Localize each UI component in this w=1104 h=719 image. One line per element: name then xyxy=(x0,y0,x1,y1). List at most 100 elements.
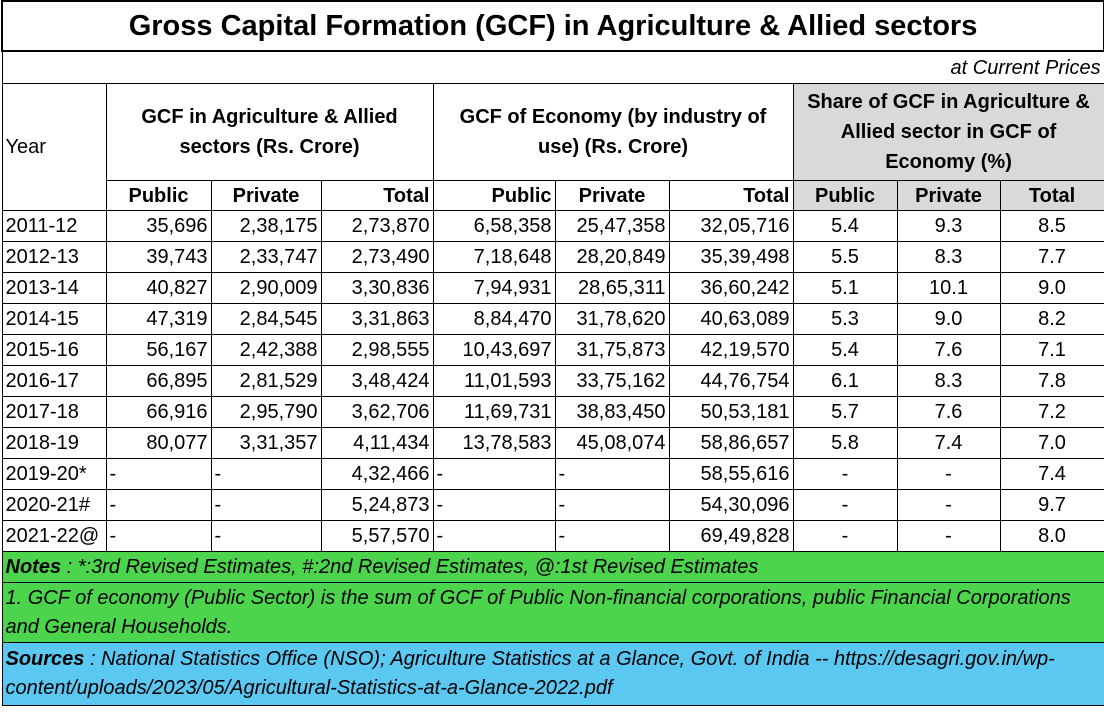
year-cell: 2016-17 xyxy=(1,365,107,397)
economy-total-cell: 50,53,181 xyxy=(668,396,794,428)
share-total-cell: 7.1 xyxy=(999,334,1104,366)
year-cell: 2013-14 xyxy=(1,272,107,304)
notes-label: Notes xyxy=(5,556,62,578)
sources-row: Sources : National Statistics Office (NS… xyxy=(1,642,1104,706)
share-public-cell: - xyxy=(792,520,898,552)
table-row: 2011-12 35,696 2,38,175 2,73,870 6,58,358 25,… xyxy=(1,210,1104,242)
share-private-cell: - xyxy=(896,458,1001,490)
agri-private-cell: - xyxy=(210,520,322,552)
economy-private-cell: 38,83,450 xyxy=(554,396,670,428)
share-total-cell: 7.7 xyxy=(999,241,1104,273)
share-private-cell: - xyxy=(896,489,1001,521)
note-1: 1. GCF of economy (Public Sector) is the… xyxy=(1,582,1104,643)
year-cell: 2019-20* xyxy=(1,458,107,490)
agri-public-cell: - xyxy=(105,520,212,552)
agri-total-cell: 3,62,706 xyxy=(320,396,434,428)
agri-private-cell: - xyxy=(210,489,322,521)
agri-total-header: Total xyxy=(320,180,434,211)
economy-private-cell: - xyxy=(554,520,670,552)
agri-private-cell: 2,38,175 xyxy=(210,210,322,242)
share-public-cell: 5.4 xyxy=(792,210,898,242)
table-row: 2014-15 47,319 2,84,545 3,31,863 8,84,470 31,… xyxy=(1,303,1104,335)
economy-total-cell: 42,19,570 xyxy=(668,334,794,366)
agri-public-cell: 39,743 xyxy=(105,241,212,273)
economy-private-cell: 31,78,620 xyxy=(554,303,670,335)
economy-public-cell: 10,43,697 xyxy=(432,334,556,366)
economy-private-cell: - xyxy=(554,458,670,490)
economy-public-header: Public xyxy=(432,180,556,211)
agri-total-cell: 4,32,466 xyxy=(320,458,434,490)
share-private-cell: 9.0 xyxy=(896,303,1001,335)
share-private-cell: 9.3 xyxy=(896,210,1001,242)
economy-total-cell: 58,86,657 xyxy=(668,427,794,459)
agri-private-header: Private xyxy=(210,180,322,211)
share-total-cell: 9.0 xyxy=(999,272,1104,304)
economy-private-cell: - xyxy=(554,489,670,521)
share-public-cell: 5.5 xyxy=(792,241,898,273)
agri-private-cell: 2,90,009 xyxy=(210,272,322,304)
table-row: 2016-17 66,895 2,81,529 3,48,424 11,01,593 33… xyxy=(1,365,1104,397)
share-private-cell: - xyxy=(896,520,1001,552)
share-public-cell: - xyxy=(792,489,898,521)
share-total-cell: 7.2 xyxy=(999,396,1104,428)
year-cell: 2011-12 xyxy=(1,210,107,242)
share-private-header: Private xyxy=(896,180,1001,211)
economy-private-header: Private xyxy=(554,180,670,211)
year-cell: 2017-18 xyxy=(1,396,107,428)
economy-private-cell: 25,47,358 xyxy=(554,210,670,242)
agri-private-cell: 2,95,790 xyxy=(210,396,322,428)
year-cell: 2014-15 xyxy=(1,303,107,335)
economy-total-cell: 54,30,096 xyxy=(668,489,794,521)
agri-total-cell: 3,30,836 xyxy=(320,272,434,304)
agri-public-cell: 35,696 xyxy=(105,210,212,242)
economy-public-cell: 8,84,470 xyxy=(432,303,556,335)
share-private-cell: 8.3 xyxy=(896,241,1001,273)
agri-public-cell: 80,077 xyxy=(105,427,212,459)
agri-private-cell: 2,42,388 xyxy=(210,334,322,366)
share-total-cell: 7.8 xyxy=(999,365,1104,397)
notes-text: : *:3rd Revised Estimates, #:2nd Revised… xyxy=(61,556,759,578)
economy-public-cell: - xyxy=(432,489,556,521)
economy-public-cell: 7,18,648 xyxy=(432,241,556,273)
economy-total-cell: 40,63,089 xyxy=(668,303,794,335)
share-private-cell: 7.6 xyxy=(896,396,1001,428)
share-public-cell: 5.3 xyxy=(792,303,898,335)
share-private-cell: 8.3 xyxy=(896,365,1001,397)
economy-private-cell: 45,08,074 xyxy=(554,427,670,459)
share-public-cell: 5.4 xyxy=(792,334,898,366)
share-public-header: Public xyxy=(792,180,898,211)
economy-public-cell: - xyxy=(432,458,556,490)
share-private-cell: 7.4 xyxy=(896,427,1001,459)
economy-public-cell: 6,58,358 xyxy=(432,210,556,242)
agri-public-cell: 56,167 xyxy=(105,334,212,366)
table-row: 2018-19 80,077 3,31,357 4,11,434 13,78,583 45… xyxy=(1,427,1104,459)
agri-total-cell: 2,73,490 xyxy=(320,241,434,273)
economy-total-cell: 69,49,828 xyxy=(668,520,794,552)
year-cell: 2021-22@ xyxy=(1,520,107,552)
share-total-cell: 8.2 xyxy=(999,303,1104,335)
economy-private-cell: 31,75,873 xyxy=(554,334,670,366)
table-row: 2013-14 40,827 2,90,009 3,30,836 7,94,931 28,… xyxy=(1,272,1104,304)
agri-public-cell: 66,895 xyxy=(105,365,212,397)
economy-private-cell: 28,20,849 xyxy=(554,241,670,273)
share-total-cell: 8.0 xyxy=(999,520,1104,552)
agri-public-cell: - xyxy=(105,489,212,521)
agri-gcf-header: GCF in Agriculture & Allied sectors (Rs.… xyxy=(105,83,434,181)
economy-total-cell: 35,39,498 xyxy=(668,241,794,273)
share-public-cell: - xyxy=(792,458,898,490)
share-total-cell: 8.5 xyxy=(999,210,1104,242)
economy-total-header: Total xyxy=(668,180,794,211)
table-row: 2015-16 56,167 2,42,388 2,98,555 10,43,697 31… xyxy=(1,334,1104,366)
share-public-cell: 5.7 xyxy=(792,396,898,428)
economy-public-cell: 7,94,931 xyxy=(432,272,556,304)
agri-private-cell: - xyxy=(210,458,322,490)
table-row: 2012-13 39,743 2,33,747 2,73,490 7,18,648 28,… xyxy=(1,241,1104,273)
agri-private-cell: 2,33,747 xyxy=(210,241,322,273)
agri-total-cell: 3,48,424 xyxy=(320,365,434,397)
share-header: Share of GCF in Agriculture & Allied sec… xyxy=(792,83,1104,181)
year-cell: 2020-21# xyxy=(1,489,107,521)
economy-private-cell: 28,65,311 xyxy=(554,272,670,304)
share-total-cell: 9.7 xyxy=(999,489,1104,521)
share-private-cell: 10.1 xyxy=(896,272,1001,304)
agri-private-cell: 2,84,545 xyxy=(210,303,322,335)
